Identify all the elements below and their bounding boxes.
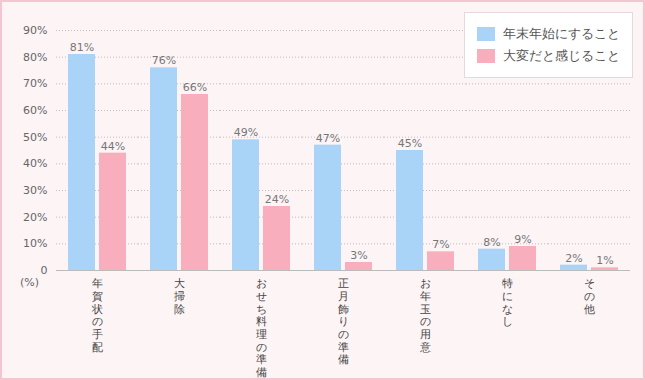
svg-text:9%: 9% xyxy=(514,233,531,246)
svg-text:80%: 80% xyxy=(23,51,47,64)
svg-text:3%: 3% xyxy=(350,249,367,262)
svg-text:2%: 2% xyxy=(565,252,582,265)
html-text:年末年始にすること: 年末年始にすること xyxy=(503,26,620,41)
svg-text:7%: 7% xyxy=(432,238,449,251)
svg-text:90%: 90% xyxy=(23,24,47,37)
svg-text:年賀状の手配: 年賀状の手配 xyxy=(91,277,103,353)
svg-text:20%: 20% xyxy=(23,211,47,224)
svg-text:その他: その他 xyxy=(584,277,595,315)
svg-text:0: 0 xyxy=(41,264,48,277)
svg-text:大掃除: 大掃除 xyxy=(174,277,185,315)
svg-text:66%: 66% xyxy=(183,81,207,94)
svg-text:70%: 70% xyxy=(23,77,47,90)
svg-text:1%: 1% xyxy=(596,254,613,267)
svg-text:40%: 40% xyxy=(23,157,47,170)
svg-text:60%: 60% xyxy=(23,104,47,117)
svg-text:10%: 10% xyxy=(23,237,47,250)
svg-text:49%: 49% xyxy=(234,126,258,139)
svg-text:81%: 81% xyxy=(70,41,94,54)
svg-text:45%: 45% xyxy=(398,137,422,150)
svg-text:お年玉の用意: お年玉の用意 xyxy=(419,277,431,353)
svg-text:30%: 30% xyxy=(23,184,47,197)
svg-text:8%: 8% xyxy=(483,236,500,249)
svg-text:47%: 47% xyxy=(316,132,340,145)
svg-text:76%: 76% xyxy=(152,54,176,67)
svg-text:50%: 50% xyxy=(23,131,47,144)
svg-text:44%: 44% xyxy=(101,140,125,153)
svg-text:特になし: 特になし xyxy=(502,277,513,328)
html-text:大変だと感じること: 大変だと感じること xyxy=(503,48,620,63)
svg-text:24%: 24% xyxy=(265,193,289,206)
svg-text:おせち料理の準備: おせち料理の準備 xyxy=(256,277,267,379)
svg-text:正月飾りの準備: 正月飾りの準備 xyxy=(338,277,349,366)
